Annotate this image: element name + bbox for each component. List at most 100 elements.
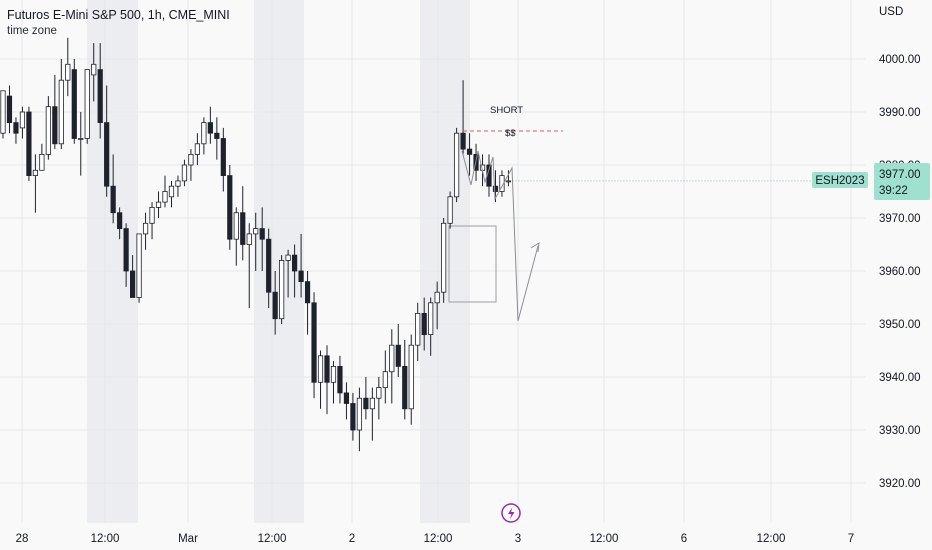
candle-body — [129, 270, 136, 298]
target-label: $$ — [505, 128, 516, 139]
candle — [285, 249, 291, 298]
candle — [149, 202, 155, 240]
candle — [26, 106, 32, 181]
time-tick-label: 2 — [349, 533, 355, 545]
candle — [441, 218, 447, 303]
time-tick-label: 12:00 — [424, 533, 453, 545]
candle — [382, 350, 388, 404]
price-tick-label: 4000.00 — [879, 54, 921, 66]
price-tick-label: 3970.00 — [879, 213, 921, 225]
candle-body — [32, 169, 39, 177]
price-axis[interactable]: 4000.003990.003980.003970.003960.003950.… — [879, 54, 921, 490]
candle — [395, 324, 401, 377]
candle — [505, 170, 512, 187]
candle-body — [97, 69, 103, 123]
candle-body — [227, 175, 233, 240]
candle-body — [149, 206, 155, 224]
candle — [13, 117, 19, 144]
chart-subtitle: time zone — [7, 25, 57, 37]
candle — [240, 186, 246, 261]
candle-body — [45, 106, 51, 155]
candle — [123, 223, 129, 287]
candle — [78, 112, 84, 176]
chart-title: Futuros E-Mini S&P 500, 1h, CME_MINI — [7, 8, 230, 22]
candle — [32, 154, 39, 213]
last-price: 3977.00 — [879, 169, 921, 181]
drawing-layer — [448, 225, 497, 303]
candle-body — [350, 403, 356, 431]
time-tick-label: 7 — [848, 533, 854, 545]
short-label: SHORT — [490, 105, 523, 116]
candle-body — [91, 63, 97, 76]
candle-body — [402, 365, 408, 410]
candle-body — [382, 371, 388, 389]
candle-body — [453, 132, 460, 198]
candle-body — [441, 222, 447, 293]
candle — [194, 133, 200, 165]
candle-body — [363, 397, 369, 410]
candle — [324, 345, 330, 415]
candle-body — [104, 122, 110, 187]
candle-body — [155, 201, 162, 208]
candle-body — [304, 281, 311, 304]
candle — [65, 37, 71, 97]
price-tick-label: 3960.00 — [879, 266, 921, 278]
candle-body — [285, 254, 291, 261]
candle — [447, 191, 453, 229]
candle — [330, 361, 337, 404]
candle-body — [181, 164, 188, 182]
price-tick-label: 3930.00 — [879, 425, 921, 437]
candle — [19, 106, 26, 139]
price-tick-label: 3950.00 — [879, 319, 921, 331]
range-box[interactable] — [448, 225, 497, 303]
candle-body — [19, 111, 26, 129]
candle — [117, 207, 123, 240]
candle-body — [259, 228, 265, 240]
candle — [272, 271, 278, 335]
candle-body — [376, 387, 382, 399]
candle-body — [52, 106, 58, 145]
candle — [369, 387, 375, 441]
time-tick-label: 12:00 — [91, 533, 120, 545]
candle-body — [84, 69, 90, 139]
candle-body — [466, 148, 473, 155]
candle — [52, 74, 58, 150]
price-tick-label: 3940.00 — [879, 372, 921, 384]
candle-body — [311, 302, 317, 383]
candle — [421, 297, 427, 351]
last-price-tag: ESH2023 3977.00 39:22 — [812, 163, 930, 200]
candle — [343, 382, 350, 420]
candle — [91, 43, 97, 102]
price-tick-label: 3920.00 — [879, 478, 921, 490]
time-axis[interactable]: 28 12:00 Mar 12:00 2 12:00 3 12:00 6 12:00 7 — [16, 533, 855, 545]
candle-body — [168, 185, 175, 198]
candle-body — [499, 175, 505, 192]
candle — [428, 297, 434, 356]
session-band — [87, 0, 138, 523]
candle-body — [324, 355, 330, 383]
candle-body — [123, 228, 129, 272]
zigzag-projection[interactable] — [461, 150, 539, 322]
candle — [259, 207, 265, 271]
candle-body — [6, 95, 13, 123]
candle-body — [58, 79, 64, 145]
candle — [298, 233, 304, 298]
candle — [389, 329, 395, 404]
candle — [39, 143, 45, 171]
candle — [376, 377, 382, 420]
drawing-overlay: SHORT $$ — [461, 105, 563, 523]
time-tick-label: 12:00 — [258, 533, 287, 545]
candle — [104, 85, 110, 197]
candle-body — [343, 392, 350, 404]
candle-body — [220, 138, 226, 176]
candles — [0, 37, 512, 452]
candle-body — [201, 122, 207, 145]
candle-body — [26, 111, 32, 176]
candle-body — [279, 259, 285, 320]
candle-body — [214, 132, 220, 139]
candle-body — [188, 153, 194, 166]
candle-body — [136, 233, 142, 298]
candle — [466, 133, 473, 176]
candle — [246, 223, 252, 309]
